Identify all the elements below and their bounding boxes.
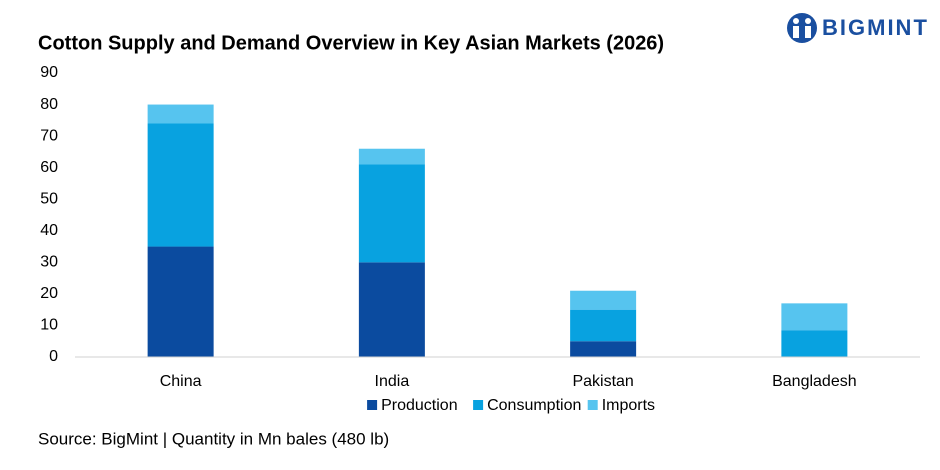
bar-segment <box>358 148 425 165</box>
logo-icon <box>787 13 817 43</box>
logo-icon-dot <box>805 18 811 24</box>
bar-segment <box>358 164 425 263</box>
legend-swatch <box>473 400 484 410</box>
y-tick-label: 50 <box>40 190 58 207</box>
y-tick-label: 30 <box>40 254 58 271</box>
y-tick-label: 70 <box>40 127 58 144</box>
y-tick-label: 90 <box>40 64 58 81</box>
logo-icon-dot <box>793 18 799 24</box>
source-note: Source: BigMint | Quantity in Mn bales (… <box>38 429 389 448</box>
bar-segment <box>147 104 214 124</box>
bar-segment <box>570 290 637 310</box>
x-tick-label: Bangladesh <box>772 373 857 390</box>
legend-swatch <box>587 400 598 410</box>
brand-logo: BIGMINT <box>787 13 929 43</box>
bar-segment <box>570 341 637 357</box>
y-tick-label: 80 <box>40 96 58 113</box>
bar-segment <box>781 303 848 331</box>
x-tick-label: Pakistan <box>572 373 633 390</box>
y-tick-label: 60 <box>40 159 58 176</box>
y-tick-label: 20 <box>40 285 58 302</box>
bar-segment <box>147 123 214 247</box>
legend-label: Production <box>381 397 458 414</box>
y-tick-label: 0 <box>49 348 58 365</box>
brand-name: BIGMINT <box>822 15 929 40</box>
legend-label: Consumption <box>487 397 581 414</box>
logo-icon-bar <box>805 26 811 38</box>
y-tick-label: 40 <box>40 222 58 239</box>
bar-segment <box>147 246 214 357</box>
x-tick-label: India <box>375 373 410 390</box>
logo-icon-bar <box>793 26 799 38</box>
bar-segment <box>570 309 637 342</box>
legend-swatch <box>367 400 378 410</box>
x-tick-label: China <box>160 373 202 390</box>
y-tick-label: 10 <box>40 317 58 334</box>
legend-label: Imports <box>602 397 655 414</box>
bar-segment <box>781 330 848 357</box>
chart-title: Cotton Supply and Demand Overview in Key… <box>38 32 664 54</box>
bar-segment <box>358 262 425 357</box>
